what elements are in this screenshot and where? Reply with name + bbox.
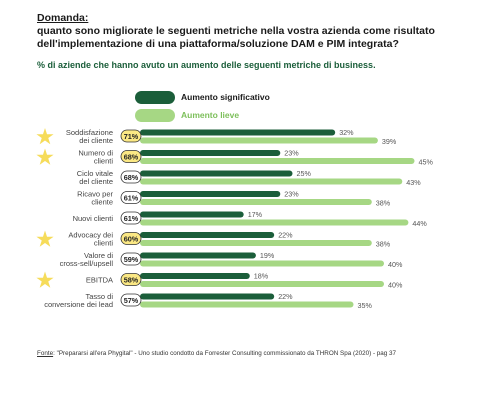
category-label: clienti — [94, 157, 114, 166]
bar-significant — [140, 211, 244, 218]
bar-significant — [140, 129, 336, 136]
bar-slight — [140, 301, 354, 308]
bar-significant — [140, 293, 275, 300]
legend-label-significant: Aumento significativo — [181, 92, 270, 102]
bar-slight — [140, 281, 384, 287]
bar-significant — [140, 273, 250, 279]
bar-significant — [140, 191, 281, 197]
total-label: 60% — [124, 235, 139, 244]
total-pill — [120, 232, 142, 245]
legend-item-significant: Aumento significativo — [135, 90, 270, 104]
value-label-slight: 43% — [406, 178, 421, 187]
value-label-significant: 23% — [284, 190, 299, 199]
total-label: 59% — [124, 255, 139, 264]
bar-slight — [140, 137, 378, 144]
source-footer: Fonte: "Prepararsi all'era Phygital" - U… — [37, 350, 396, 357]
bar-significant — [140, 232, 275, 238]
total-pill — [120, 191, 142, 204]
value-label-slight: 38% — [376, 240, 391, 249]
category-label: EBITDA — [86, 276, 113, 285]
value-label-slight: 45% — [419, 158, 434, 167]
category-label: del cliente — [79, 177, 113, 186]
category-label: Valore di — [84, 251, 113, 260]
total-label: 58% — [124, 276, 139, 285]
category-label: cross-sell/upsell — [60, 259, 114, 268]
bar-slight — [140, 219, 409, 226]
category-label: clienti — [94, 239, 114, 248]
total-label: 61% — [124, 194, 139, 203]
value-label-significant: 22% — [278, 231, 293, 240]
total-pill — [120, 293, 142, 307]
value-label-significant: 32% — [339, 128, 354, 137]
category-label: cliente — [91, 198, 113, 207]
value-label-significant: 25% — [297, 169, 312, 178]
total-pill — [120, 129, 142, 143]
value-label-significant: 23% — [284, 149, 299, 158]
total-label: 57% — [124, 296, 139, 305]
value-label-significant: 19% — [260, 251, 275, 260]
total-pill — [120, 252, 142, 266]
category-label: Ciclo vitale — [77, 169, 113, 178]
value-label-significant: 22% — [278, 292, 293, 301]
total-pill — [120, 273, 142, 286]
source-label: Fonte — [37, 350, 54, 357]
total-label: 61% — [124, 214, 139, 223]
legend-swatch-dark — [135, 90, 175, 104]
bar-slight — [140, 260, 384, 267]
question-text: quanto sono migliorate le seguenti metri… — [37, 25, 435, 50]
star-icon — [36, 271, 54, 288]
bar-significant — [140, 252, 256, 259]
source-text: : "Prepararsi all'era Phygital" - Uno st… — [53, 350, 397, 357]
legend-label-slight: Aumento lieve — [181, 110, 240, 120]
total-label: 71% — [124, 132, 139, 141]
value-label-slight: 35% — [358, 301, 373, 310]
value-label-slight: 39% — [382, 137, 397, 146]
star-icon — [36, 128, 54, 145]
value-label-significant: 17% — [248, 210, 263, 219]
star-icon — [36, 230, 54, 247]
bar-significant — [140, 170, 293, 177]
value-label-slight: 40% — [388, 260, 403, 269]
category-label: Numero di — [78, 149, 113, 158]
bar-slight — [140, 199, 372, 205]
total-pill — [120, 211, 142, 225]
category-label: Soddisfazione — [66, 128, 113, 137]
legend-item-slight: Aumento lieve — [135, 108, 270, 122]
value-label-significant: 18% — [254, 272, 269, 281]
category-label: conversione dei lead — [44, 300, 113, 309]
legend-swatch-light — [135, 108, 175, 122]
category-label: Tasso di — [85, 292, 113, 301]
question-label: Domanda: — [37, 12, 89, 24]
bar-slight — [140, 178, 403, 185]
value-label-slight: 44% — [412, 219, 427, 228]
category-label: Advocacy dei — [68, 231, 113, 240]
total-label: 68% — [124, 153, 139, 162]
category-label: Ricavo per — [77, 190, 113, 199]
total-label: 68% — [124, 173, 139, 182]
value-label-slight: 38% — [376, 199, 391, 208]
total-pill — [120, 170, 142, 184]
total-pill — [120, 150, 142, 163]
chart-subtitle: % di aziende che hanno avuto un aumento … — [37, 60, 376, 70]
legend: Aumento significativo Aumento lieve — [135, 90, 270, 126]
star-icon — [36, 148, 54, 165]
bar-slight — [140, 240, 372, 246]
value-label-slight: 40% — [388, 281, 403, 290]
category-label: Nuovi clienti — [73, 214, 114, 223]
bar-slight — [140, 158, 415, 164]
category-label: dei cliente — [79, 136, 113, 145]
bar-significant — [140, 150, 281, 156]
